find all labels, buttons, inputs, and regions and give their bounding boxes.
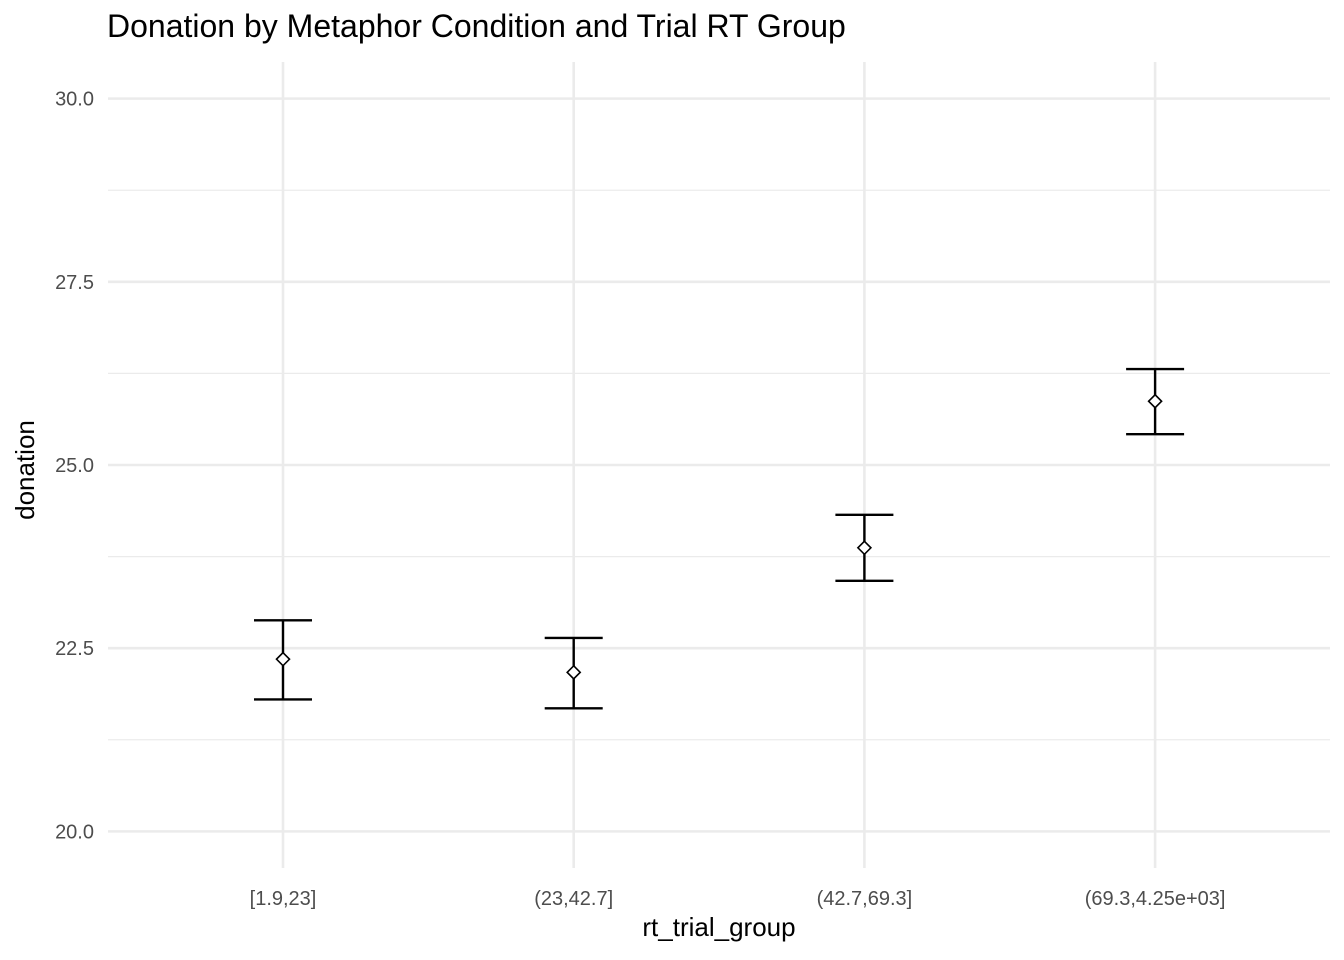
x-tick-label: (69.3,4.25e+03]: [1085, 888, 1226, 910]
y-tick-label: 30.0: [55, 89, 94, 111]
chart-title: Donation by Metaphor Condition and Trial…: [107, 8, 846, 44]
x-tick-label: (42.7,69.3]: [817, 888, 913, 910]
x-axis-label: rt_trial_group: [642, 912, 796, 942]
mean-point-diamond: [856, 540, 873, 556]
y-tick-label: 20.0: [55, 821, 94, 843]
y-tick-label: 22.5: [55, 638, 94, 660]
y-tick-label: 27.5: [55, 272, 94, 294]
mean-point-diamond: [566, 664, 582, 680]
x-tick-label: [1.9,23]: [250, 888, 317, 910]
x-tick-label: (23,42.7]: [534, 888, 613, 910]
mean-point-diamond: [1147, 393, 1163, 409]
mean-point-diamond: [275, 651, 291, 667]
y-tick-label: 25.0: [55, 455, 94, 477]
